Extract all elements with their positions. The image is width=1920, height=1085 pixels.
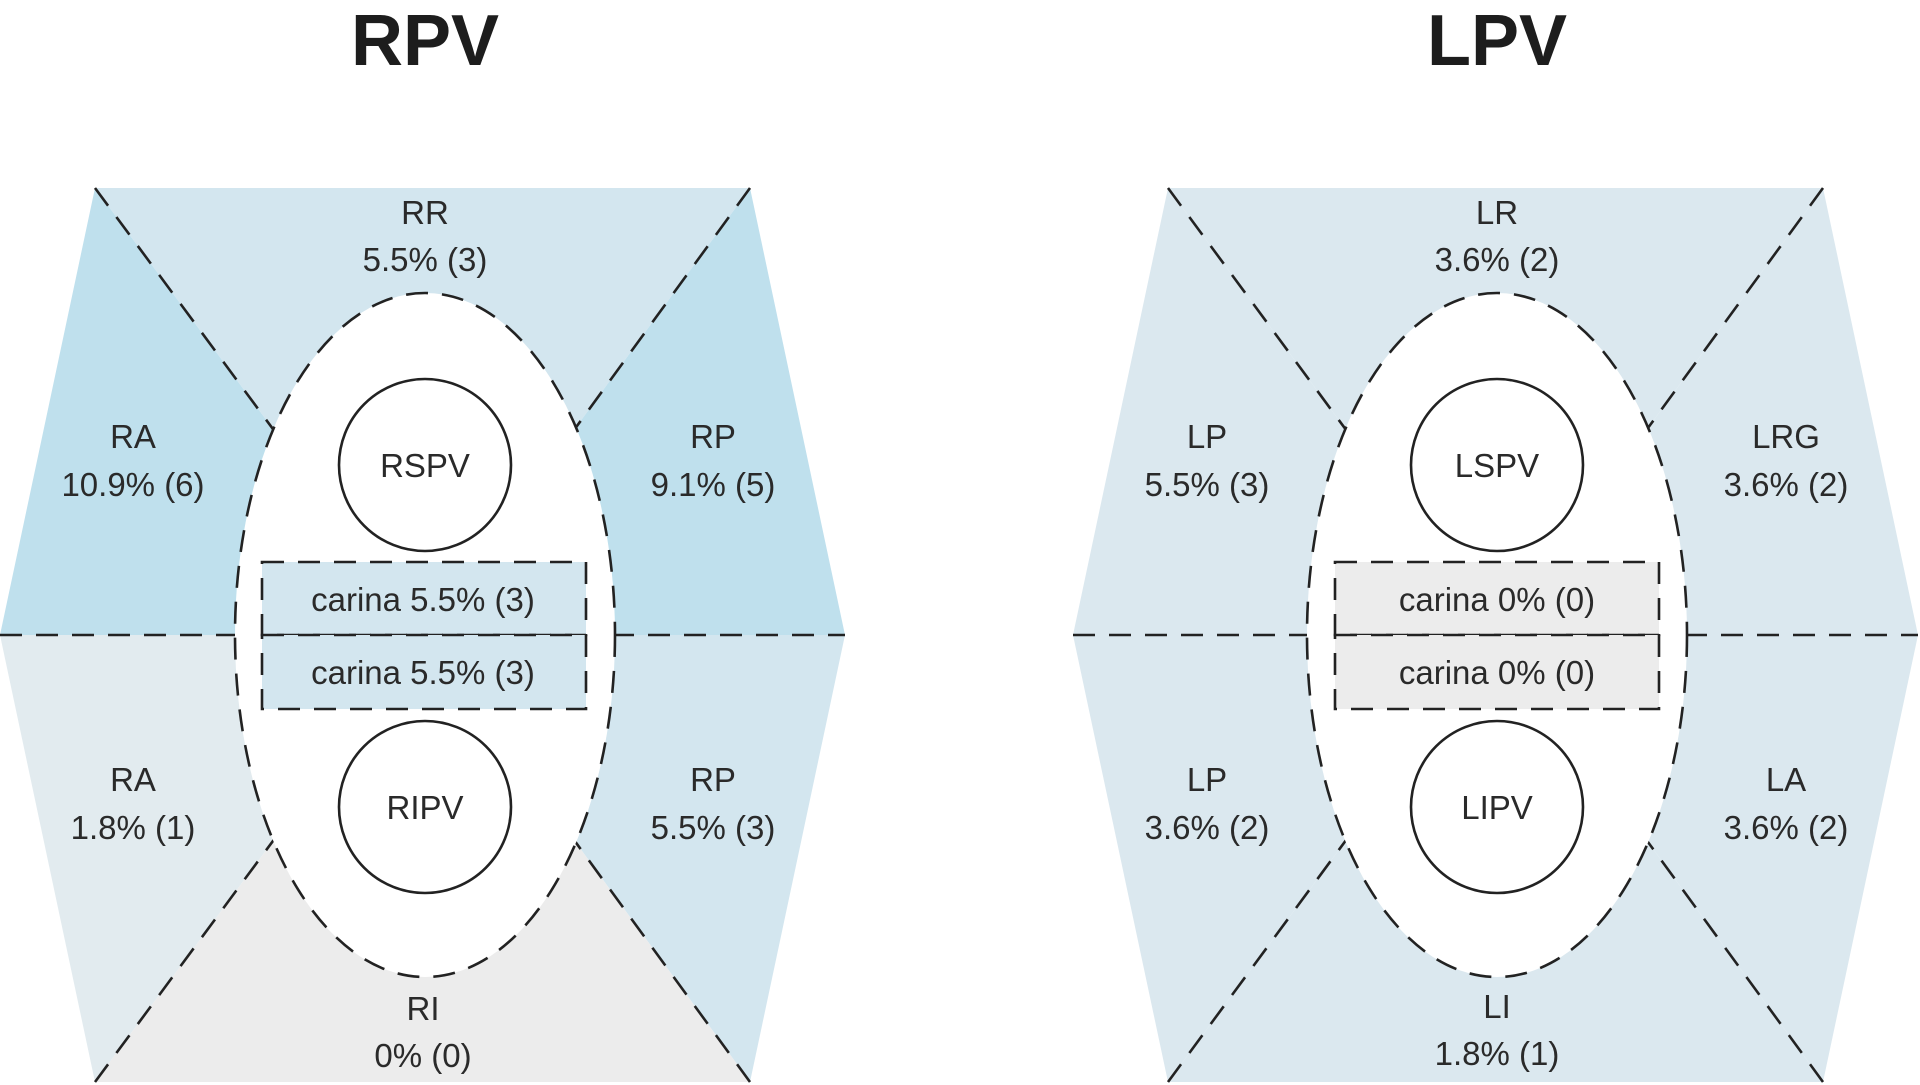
- lpv-divider-diag-tl: [1166, 187, 1499, 636]
- lpv-la-value: 3.6% (2): [1724, 809, 1849, 846]
- rpv-ra-lower-value: 1.8% (1): [71, 809, 196, 846]
- lpv-lp-lower-name: LP: [1187, 761, 1227, 798]
- rpv-carina-upper-box: [260, 560, 588, 637]
- lpv-divider-diag-bl: [1166, 634, 1499, 1083]
- lpv-inferior-vein-label: LIPV: [1461, 789, 1533, 826]
- rpv-superior-vein-circle: [337, 377, 513, 553]
- lpv-lp-upper-value: 5.5% (3): [1145, 466, 1270, 503]
- rpv-rr-value: 5.5% (3): [363, 241, 488, 278]
- lpv-carina-lower-box: [1333, 633, 1661, 711]
- rpv-rp-lower-name: RP: [690, 761, 736, 798]
- rpv-carina-upper-label: carina 5.5% (3): [311, 581, 535, 618]
- lpv-diagram: LPV carina 0% (0) carina 0% (0) LSPV LIP…: [1073, 1, 1918, 1083]
- lpv-carina-lower-label: carina 0% (0): [1399, 654, 1595, 691]
- rpv-ra-upper-name: RA: [110, 418, 156, 455]
- rpv-divider-diag-tl: [93, 187, 427, 636]
- rpv-diagram: RPV carina 5.5% (3) carina 5.5% (3) RSPV…: [0, 1, 845, 1083]
- rpv-carina-lower-label: carina 5.5% (3): [311, 654, 535, 691]
- lpv-li-name: LI: [1483, 988, 1511, 1025]
- lpv-lr-value: 3.6% (2): [1435, 241, 1560, 278]
- lpv-lp-lower-value: 3.6% (2): [1145, 809, 1270, 846]
- lpv-divider-diag-br: [1495, 634, 1825, 1083]
- rpv-ri-value: 0% (0): [374, 1037, 471, 1074]
- rpv-carina-lower-box: [260, 633, 588, 711]
- lpv-superior-vein-circle: [1409, 377, 1585, 553]
- rpv-ri-name: RI: [407, 990, 440, 1027]
- rpv-divider-diag-bl: [93, 634, 427, 1083]
- lpv-lr-name: LR: [1476, 194, 1518, 231]
- lpv-lp-upper-name: LP: [1187, 418, 1227, 455]
- rpv-superior-vein-label: RSPV: [380, 447, 470, 484]
- lpv-carina-upper-label: carina 0% (0): [1399, 581, 1595, 618]
- lpv-lrg-name: LRG: [1752, 418, 1820, 455]
- lpv-superior-vein-label: LSPV: [1455, 447, 1539, 484]
- lpv-inferior-vein-circle: [1409, 719, 1585, 895]
- rpv-inferior-vein-circle: [337, 719, 513, 895]
- rpv-divider-diag-tr: [423, 187, 752, 636]
- rpv-ra-upper-value: 10.9% (6): [61, 466, 204, 503]
- rpv-rp-upper-value: 9.1% (5): [651, 466, 776, 503]
- lpv-la-name: LA: [1766, 761, 1806, 798]
- rpv-divider-diag-br: [423, 634, 752, 1083]
- rpv-inferior-vein-label: RIPV: [386, 789, 463, 826]
- lpv-divider-diag-tr: [1495, 187, 1825, 636]
- rpv-rr-name: RR: [401, 194, 449, 231]
- lpv-lrg-value: 3.6% (2): [1724, 466, 1849, 503]
- rpv-rp-upper-name: RP: [690, 418, 736, 455]
- lpv-title: LPV: [1427, 1, 1567, 81]
- lpv-carina-upper-box: [1333, 560, 1661, 637]
- rpv-rp-lower-value: 5.5% (3): [651, 809, 776, 846]
- rpv-ra-lower-name: RA: [110, 761, 156, 798]
- lpv-li-value: 1.8% (1): [1435, 1035, 1560, 1072]
- rpv-title: RPV: [351, 1, 499, 81]
